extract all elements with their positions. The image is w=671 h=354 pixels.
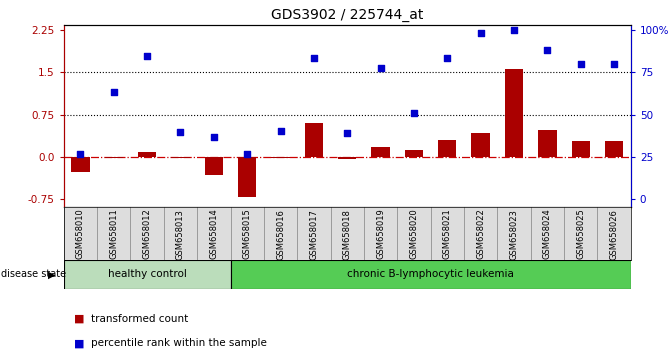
Point [175,130,186,135]
Bar [572,141,590,156]
Text: GSM658022: GSM658022 [476,209,485,259]
Point [542,47,553,53]
Text: percentile rank within the sample: percentile rank within the sample [91,338,266,348]
Bar [605,142,623,156]
Bar [505,69,523,156]
Text: GSM658015: GSM658015 [243,209,252,259]
Text: GSM658019: GSM658019 [376,209,385,259]
Text: chronic B-lymphocytic leukemia: chronic B-lymphocytic leukemia [347,269,514,279]
Point [209,134,219,140]
Text: GSM658017: GSM658017 [309,209,319,259]
Bar [338,156,356,159]
Text: ■: ■ [74,338,85,348]
Title: GDS3902 / 225744_at: GDS3902 / 225744_at [271,8,423,22]
Text: GSM658010: GSM658010 [76,209,85,259]
Point [342,130,353,136]
Point [442,56,453,61]
Text: GSM658016: GSM658016 [276,209,285,259]
Text: transformed count: transformed count [91,314,188,324]
Text: GSM658018: GSM658018 [343,209,352,259]
Point [475,30,486,36]
Bar [105,156,123,158]
Point [309,56,319,61]
Text: GSM658011: GSM658011 [109,209,118,259]
Text: ▶: ▶ [48,269,55,279]
Text: GSM658025: GSM658025 [576,209,585,259]
Bar [205,156,223,175]
Text: GSM658020: GSM658020 [409,209,419,259]
Point [142,53,152,58]
Point [109,89,119,95]
Bar [138,152,156,156]
Bar [405,150,423,156]
Bar [64,260,231,289]
Text: GSM658026: GSM658026 [609,209,619,259]
Point [375,65,386,71]
Text: GSM658014: GSM658014 [209,209,218,259]
Bar [305,123,323,156]
Text: GSM658023: GSM658023 [509,209,519,259]
Point [275,129,286,134]
Bar [71,156,90,172]
Bar [372,147,390,156]
Point [242,151,252,156]
Point [509,28,519,33]
Text: GSM658013: GSM658013 [176,209,185,259]
Bar [472,133,490,156]
Bar [171,156,190,158]
Bar [238,156,256,197]
Point [409,110,419,116]
Text: GSM658024: GSM658024 [543,209,552,259]
Text: healthy control: healthy control [107,269,187,279]
Point [575,61,586,67]
Text: GSM658012: GSM658012 [143,209,152,259]
Text: GSM658021: GSM658021 [443,209,452,259]
Bar [438,140,456,156]
Text: ■: ■ [74,314,85,324]
Bar [538,130,556,156]
Bar [231,260,631,289]
Bar [271,156,290,158]
Text: disease state: disease state [1,269,66,279]
Point [609,61,619,67]
Point [75,151,86,156]
